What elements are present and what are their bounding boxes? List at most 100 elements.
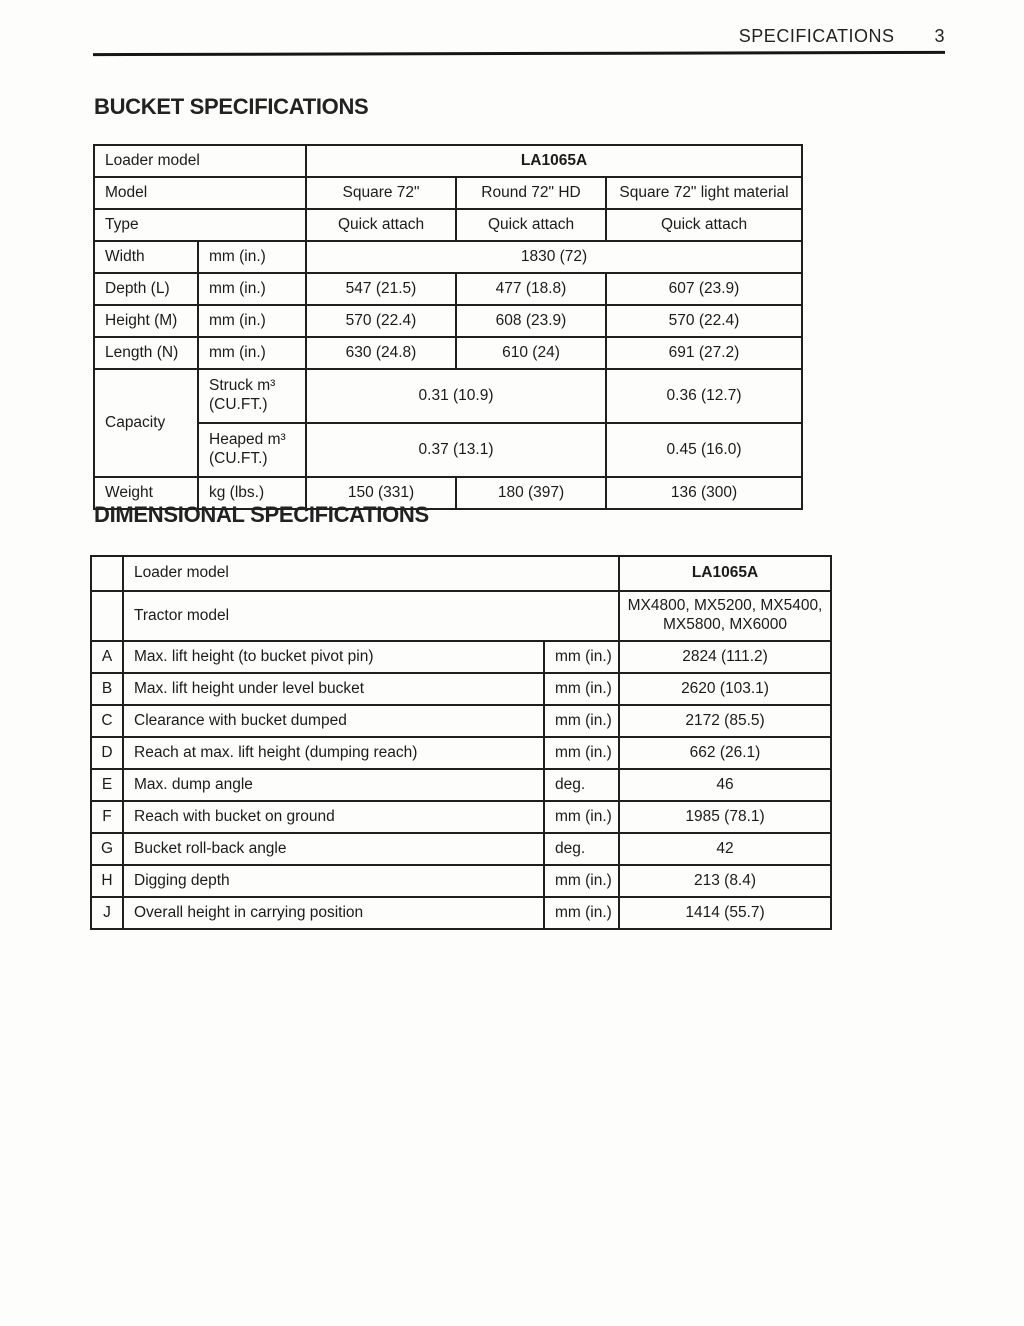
value-cell: 2620 (103.1) (618, 672, 833, 706)
unit-line: (CU.FT.) (209, 396, 268, 413)
value-cell: 610 (24) (455, 336, 608, 370)
row-desc-cell: Reach with bucket on ground (122, 800, 545, 834)
unit-line: (CU.FT.) (209, 450, 268, 467)
value-cell: 547 (21.5) (305, 272, 458, 306)
value-cell: 0.31 (10.9) (305, 368, 608, 424)
value-cell: 46 (618, 768, 833, 802)
row-label-cell: Height (M) (93, 304, 199, 338)
value-cell: Quick attach (605, 208, 804, 242)
table-row: J Overall height in carrying position mm… (90, 896, 833, 930)
table-row: D Reach at max. lift height (dumping rea… (90, 736, 833, 770)
value-cell: 1985 (78.1) (618, 800, 833, 834)
row-label-cell: Loader model (121, 555, 621, 592)
row-key-cell (90, 590, 124, 642)
row-key-cell: D (90, 736, 124, 770)
row-desc-cell: Reach at max. lift height (dumping reach… (122, 736, 545, 770)
row-desc-cell: Max. dump angle (122, 768, 545, 802)
value-cell: Square 72" (305, 176, 458, 210)
row-label-cell: Depth (L) (93, 272, 199, 306)
unit-cell: deg. (542, 832, 621, 866)
value-cell: Quick attach (305, 208, 458, 242)
row-desc-cell: Digging depth (122, 864, 545, 898)
table-row: Height (M) mm (in.) 570 (22.4) 608 (23.9… (93, 304, 804, 338)
value-cell: 150 (331) (305, 476, 458, 510)
page-header: SPECIFICATIONS 3 (95, 26, 945, 47)
value-cell: Quick attach (455, 208, 608, 242)
value-cell: 570 (22.4) (605, 304, 804, 338)
row-label-cell: Tractor model (121, 590, 621, 642)
row-label-cell: Length (N) (93, 336, 199, 370)
row-label-cell: Weight (93, 476, 199, 510)
value-cell: 1830 (72) (305, 240, 804, 274)
row-desc-cell: Max. lift height (to bucket pivot pin) (122, 640, 545, 674)
unit-cell: mm (in.) (542, 800, 621, 834)
table-row: H Digging depth mm (in.) 213 (8.4) (90, 864, 833, 898)
row-label-cell: Width (93, 240, 199, 274)
row-label-cell: Model (92, 176, 308, 210)
value-cell: 213 (8.4) (618, 864, 833, 898)
unit-cell: mm (in.) (196, 240, 308, 274)
unit-line: Struck m³ (209, 377, 276, 395)
unit-cell: Struck m³ (CU.FT.) (196, 368, 308, 424)
value-cell: 42 (618, 832, 833, 866)
unit-cell: mm (in.) (542, 640, 621, 674)
unit-line: Heaped m³ (209, 431, 286, 449)
value-cell: 0.37 (13.1) (305, 422, 608, 478)
unit-cell: mm (in.) (542, 896, 621, 930)
table-row: Weight kg (lbs.) 150 (331) 180 (397) 136… (93, 476, 804, 510)
table-row: G Bucket roll-back angle deg. 42 (90, 832, 833, 866)
value-cell: 2824 (111.2) (618, 640, 833, 674)
row-key-cell: F (90, 800, 124, 834)
row-key-cell: B (90, 672, 124, 706)
row-key-cell: G (90, 832, 124, 866)
loader-model-value: LA1065A (305, 144, 804, 178)
table-row: E Max. dump angle deg. 46 (90, 768, 833, 802)
value-cell: 477 (18.8) (455, 272, 608, 306)
row-key-cell: H (90, 864, 124, 898)
dimensional-specifications-title: DIMENSIONAL SPECIFICATIONS (94, 502, 429, 527)
table-row: Depth (L) mm (in.) 547 (21.5) 477 (18.8)… (93, 272, 804, 306)
bucket-specifications-title: BUCKET SPECIFICATIONS (94, 94, 369, 119)
loader-model-value: LA1065A (618, 555, 833, 592)
value-cell: Square 72" light material (605, 176, 804, 210)
row-label-cell: Capacity (93, 368, 199, 478)
value-cell: 1414 (55.7) (618, 896, 833, 930)
unit-cell: mm (in.) (542, 864, 621, 898)
row-desc-cell: Clearance with bucket dumped (122, 704, 545, 738)
table-row: Loader model LA1065A (92, 144, 804, 178)
table-row: Length (N) mm (in.) 630 (24.8) 610 (24) … (93, 336, 804, 370)
unit-cell: mm (in.) (542, 736, 621, 770)
tractor-model-value: MX4800, MX5200, MX5400, MX5800, MX6000 (618, 590, 833, 642)
unit-cell: mm (in.) (196, 304, 308, 338)
value-cell: 691 (27.2) (605, 336, 804, 370)
unit-cell: mm (in.) (196, 336, 308, 370)
dimensional-spec-table: Loader model LA1065A Tractor model MX480… (90, 555, 833, 930)
bucket-spec-table: Loader model LA1065A Model Square 72" Ro… (92, 144, 804, 510)
unit-cell: Heaped m³ (CU.FT.) (196, 422, 308, 478)
header-rule (92, 50, 946, 57)
unit-cell: kg (lbs.) (196, 476, 308, 510)
value-cell: Round 72" HD (455, 176, 608, 210)
row-key-cell: J (90, 896, 124, 930)
table-row: Capacity Struck m³ (CU.FT.) 0.31 (10.9) … (93, 368, 804, 478)
table-row: Heaped m³ (CU.FT.) 0.37 (13.1) 0.45 (16.… (94, 422, 804, 478)
row-label-cell: Type (92, 208, 308, 242)
unit-cell: mm (in.) (542, 672, 621, 706)
value-cell: 662 (26.1) (618, 736, 833, 770)
value-cell: 0.36 (12.7) (605, 368, 804, 424)
page-number: 3 (934, 26, 945, 46)
value-cell: 607 (23.9) (605, 272, 804, 306)
row-key-cell: C (90, 704, 124, 738)
unit-cell: mm (in.) (196, 272, 308, 306)
row-key-cell: A (90, 640, 124, 674)
value-cell: 630 (24.8) (305, 336, 458, 370)
table-row: Loader model LA1065A (90, 555, 833, 592)
table-row: F Reach with bucket on ground mm (in.) 1… (90, 800, 833, 834)
row-label-cell: Loader model (92, 144, 308, 178)
value-cell: 136 (300) (605, 476, 804, 510)
table-row: Type Quick attach Quick attach Quick att… (92, 208, 804, 242)
value-cell: 0.45 (16.0) (605, 422, 804, 478)
value-cell: 608 (23.9) (455, 304, 608, 338)
unit-cell: mm (in.) (542, 704, 621, 738)
